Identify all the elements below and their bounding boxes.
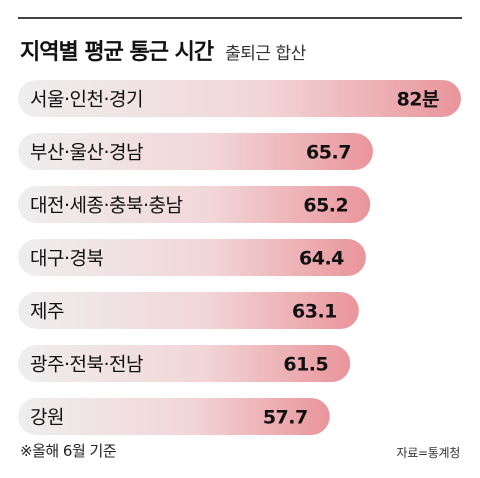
bar-1 xyxy=(18,80,461,117)
value-label-7: 57.7 xyxy=(263,407,308,429)
value-label-5: 63.1 xyxy=(292,301,337,323)
category-label-3: 대전·세종·충북·충남 xyxy=(30,195,182,217)
value-label-1: 82분 xyxy=(397,89,439,111)
bar-2 xyxy=(18,133,373,170)
category-label-7: 강원 xyxy=(30,407,64,429)
category-label-1: 서울·인천·경기 xyxy=(30,89,143,111)
bar-6 xyxy=(18,345,351,382)
footnote: ※올해 6월 기준 xyxy=(20,442,117,460)
category-label-4: 대구·경북 xyxy=(30,248,103,270)
chart-header: 지역별 평균 통근 시간 출퇴근 합산 xyxy=(20,34,306,66)
value-label-4: 64.4 xyxy=(299,248,344,270)
bar-4 xyxy=(18,239,366,276)
bar-5 xyxy=(18,292,359,329)
chart-title: 지역별 평균 통근 시간 xyxy=(20,40,214,65)
source-credit: 자료=통계청 xyxy=(396,446,461,460)
category-label-5: 제주 xyxy=(30,301,64,323)
category-label-6: 광주·전북·전남 xyxy=(30,354,143,376)
bar-3 xyxy=(18,186,371,223)
top-rule xyxy=(18,17,462,19)
value-label-6: 61.5 xyxy=(283,354,328,376)
value-label-3: 65.2 xyxy=(303,195,348,217)
bar-7 xyxy=(18,398,330,435)
value-label-2: 65.7 xyxy=(306,142,351,164)
chart-subtitle: 출퇴근 합산 xyxy=(225,44,306,64)
category-label-2: 부산·울산·경남 xyxy=(30,142,143,164)
